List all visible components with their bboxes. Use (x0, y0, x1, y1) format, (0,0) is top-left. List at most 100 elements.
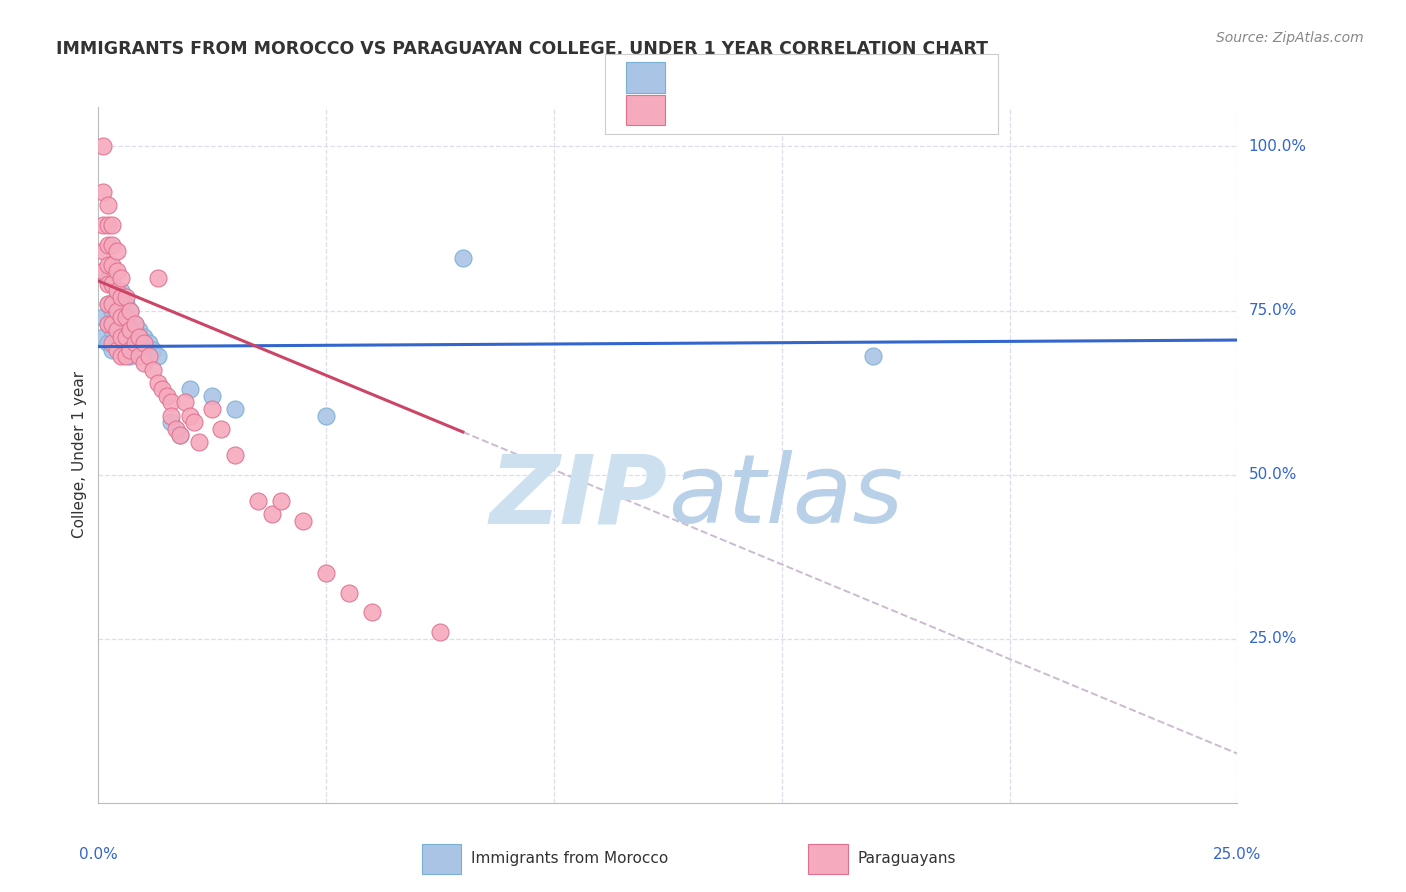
Point (91, 330, 114, 344)
Point (110, 284, 132, 298)
Point (96, 317, 118, 331)
Point (105, 264, 128, 278)
Point (101, 277, 124, 292)
Point (110, 270, 132, 285)
Text: 100.0%: 100.0% (1249, 139, 1306, 154)
Point (91, 139, 114, 153)
Point (201, 401, 224, 416)
Point (132, 330, 155, 344)
Point (105, 343, 128, 357)
Point (160, 415, 183, 429)
Point (360, 606, 382, 620)
Point (142, 362, 165, 376)
Text: 50.0%: 50.0% (1249, 467, 1298, 482)
Point (110, 350, 132, 364)
Point (110, 330, 132, 344)
Point (114, 297, 136, 311)
Point (224, 448, 246, 462)
Point (124, 317, 146, 331)
Point (105, 336, 128, 351)
Point (96, 297, 118, 311)
Point (101, 277, 124, 292)
Point (105, 284, 128, 298)
Point (91, 310, 114, 324)
Point (138, 336, 160, 351)
Point (101, 297, 124, 311)
Point (146, 350, 169, 364)
Point (142, 343, 165, 357)
Point (209, 422, 232, 436)
Point (110, 290, 132, 304)
Point (96, 238, 118, 252)
Point (292, 514, 315, 528)
Point (246, 494, 269, 508)
Point (101, 238, 124, 252)
Point (110, 310, 132, 324)
Point (96, 198, 118, 212)
Y-axis label: College, Under 1 year: College, Under 1 year (72, 371, 87, 539)
Point (156, 389, 179, 403)
Point (105, 323, 128, 337)
Point (429, 625, 451, 640)
Text: IMMIGRANTS FROM MOROCCO VS PARAGUAYAN COLLEGE, UNDER 1 YEAR CORRELATION CHART: IMMIGRANTS FROM MOROCCO VS PARAGUAYAN CO… (56, 40, 988, 58)
Point (124, 336, 146, 351)
Point (128, 350, 150, 364)
Point (110, 310, 132, 324)
Point (124, 317, 146, 331)
Point (101, 303, 124, 318)
Point (101, 323, 124, 337)
Point (160, 409, 183, 423)
Point (101, 317, 124, 331)
Point (124, 336, 146, 351)
Point (146, 376, 169, 390)
Point (110, 330, 132, 344)
Point (101, 218, 124, 232)
Point (146, 270, 169, 285)
Text: Immigrants from Morocco: Immigrants from Morocco (471, 851, 668, 865)
Text: 0.0%: 0.0% (79, 847, 118, 863)
Point (451, 251, 474, 265)
Point (105, 303, 128, 318)
Point (105, 290, 128, 304)
Text: atlas: atlas (668, 450, 903, 543)
Point (270, 494, 292, 508)
Point (183, 415, 205, 429)
Point (96, 277, 118, 292)
Point (91, 218, 114, 232)
Point (138, 350, 160, 364)
Point (120, 303, 142, 318)
Point (132, 356, 155, 370)
Point (91, 186, 114, 200)
Point (96, 270, 118, 285)
Point (169, 428, 191, 442)
Text: R = -0.269   N = 68: R = -0.269 N = 68 (679, 101, 869, 119)
Text: 25.0%: 25.0% (1249, 632, 1298, 646)
Text: 75.0%: 75.0% (1249, 303, 1298, 318)
Point (114, 310, 136, 324)
Point (315, 409, 337, 423)
Point (91, 244, 114, 259)
Point (114, 330, 136, 344)
Point (114, 350, 136, 364)
Point (315, 566, 337, 580)
Point (179, 382, 201, 396)
Point (128, 330, 150, 344)
Point (96, 297, 118, 311)
Point (179, 409, 201, 423)
Point (96, 317, 118, 331)
Point (187, 434, 209, 449)
Point (120, 350, 142, 364)
Text: Paraguayans: Paraguayans (858, 851, 956, 865)
Point (120, 343, 142, 357)
Text: R =  0.036   N = 37: R = 0.036 N = 37 (679, 69, 869, 87)
Point (114, 323, 136, 337)
Point (128, 323, 150, 337)
Point (101, 343, 124, 357)
Point (337, 586, 360, 600)
Text: 25.0%: 25.0% (1213, 847, 1261, 863)
Point (201, 389, 224, 403)
Text: ZIP: ZIP (489, 450, 668, 543)
Point (169, 428, 191, 442)
Point (260, 507, 283, 521)
Point (114, 343, 136, 357)
